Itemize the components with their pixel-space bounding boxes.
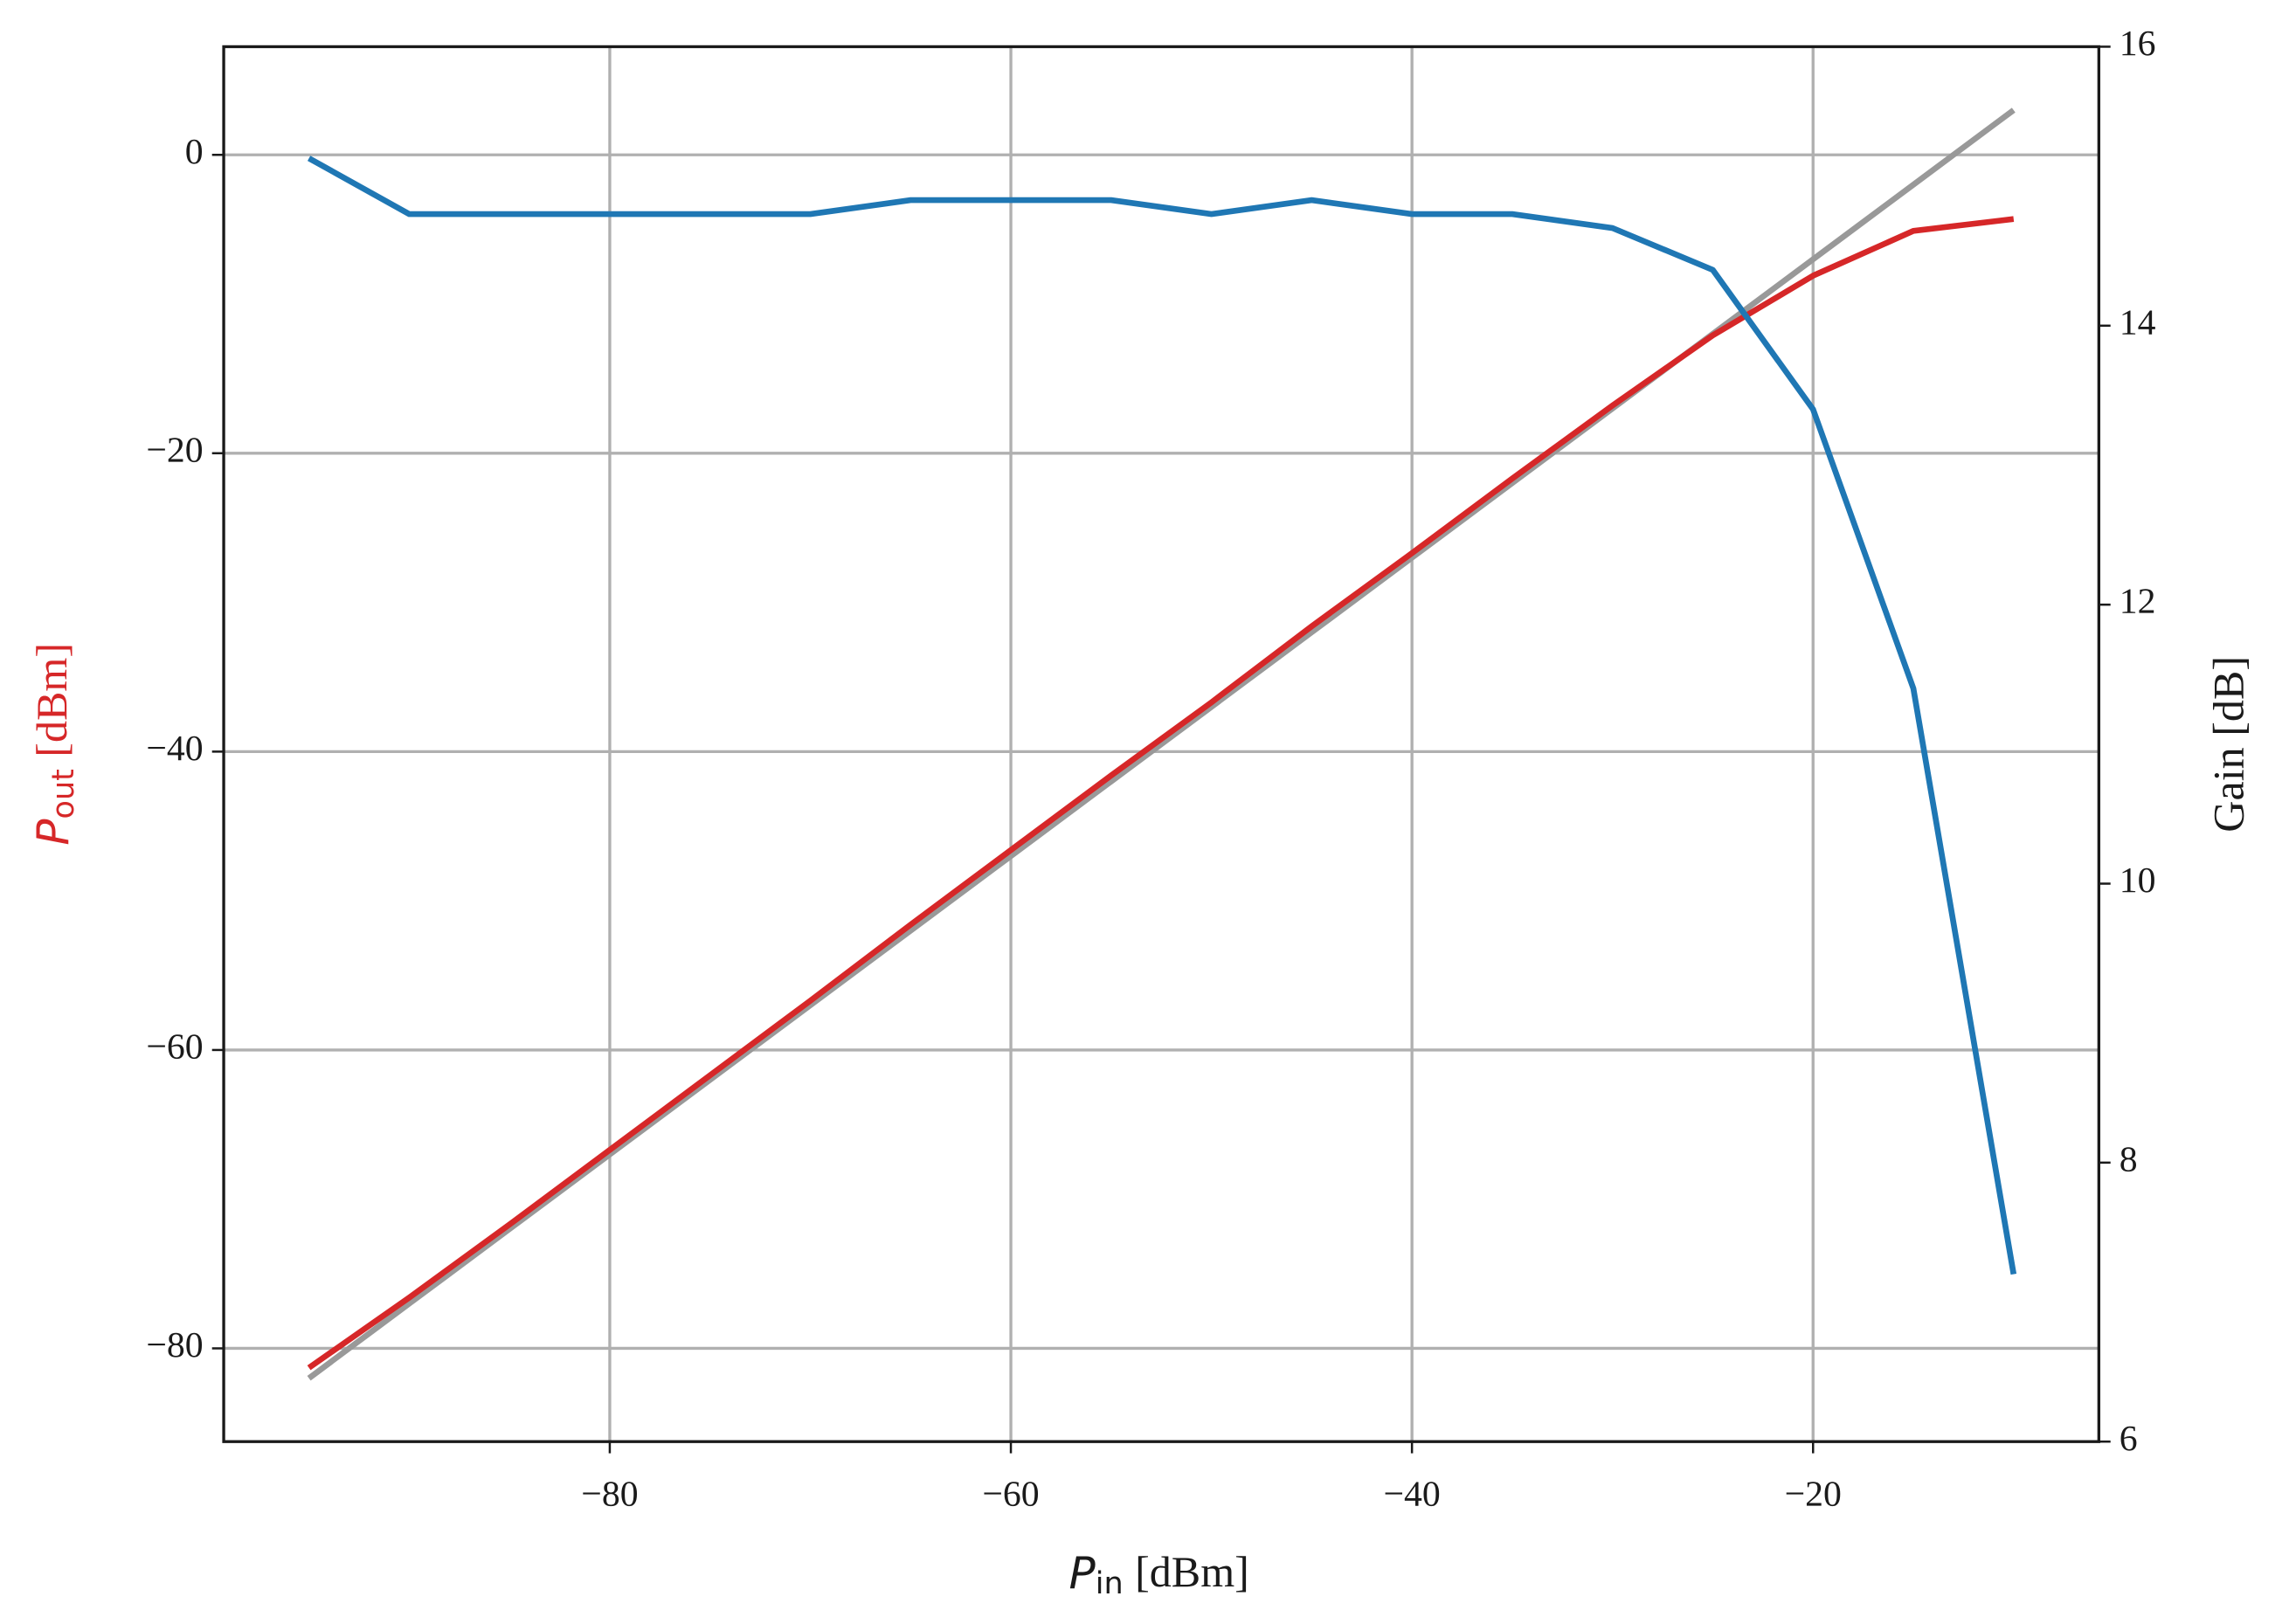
data-line xyxy=(307,216,2015,1371)
data-line xyxy=(307,155,2017,1275)
y-axis-label: Pout [dBm] xyxy=(26,643,81,846)
y2-tick-label: 16 xyxy=(2120,24,2156,64)
plot-frame xyxy=(222,45,2101,1443)
y-tick-label: −80 xyxy=(146,1325,203,1365)
y-tick-label: −40 xyxy=(146,729,203,769)
y-label-unit: [dBm] xyxy=(26,643,75,757)
x-label-symbol: P xyxy=(1069,1546,1096,1598)
y2-tick-label: 10 xyxy=(2120,860,2156,901)
y-tick-label: 0 xyxy=(185,132,204,172)
x-tick-label: −60 xyxy=(982,1474,1039,1514)
y-tick-label: −20 xyxy=(146,430,203,470)
y-label-subscript: out xyxy=(45,769,81,819)
y2-axis-label: Gain [dB] xyxy=(2204,656,2253,833)
y2-tick-label: 14 xyxy=(2120,302,2156,342)
y2-tick-label: 8 xyxy=(2120,1139,2138,1179)
x-tick-label: −20 xyxy=(1785,1474,1842,1514)
x-tick-label: −80 xyxy=(581,1474,638,1514)
data-line xyxy=(307,107,2016,1381)
x-label-unit: [dBm] xyxy=(1135,1546,1249,1595)
x-tick-label: −40 xyxy=(1383,1474,1440,1514)
y-label-symbol: P xyxy=(26,819,78,846)
x-axis-label: Pin [dBm] xyxy=(1069,1546,1249,1601)
y-tick-label: −60 xyxy=(146,1027,203,1068)
y2-tick-label: 6 xyxy=(2120,1419,2138,1459)
y2-tick-label: 12 xyxy=(2120,582,2156,622)
x-label-subscript: in xyxy=(1096,1565,1124,1601)
